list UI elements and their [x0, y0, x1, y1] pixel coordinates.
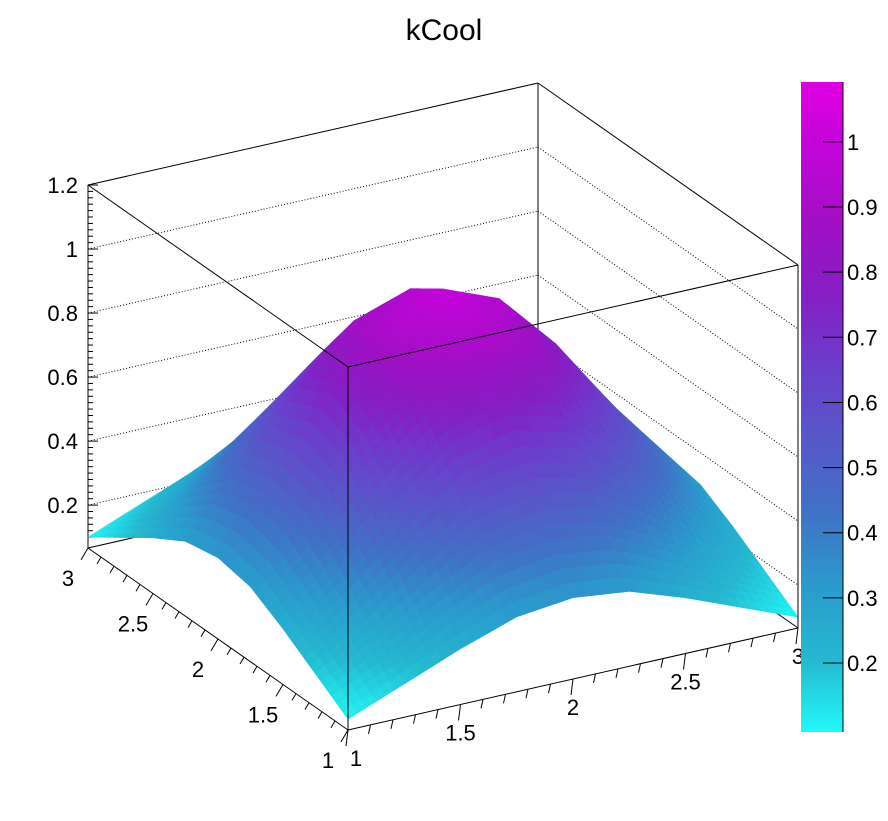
z-tick-label: 1.2: [47, 173, 78, 198]
z-gridline: [537, 146, 799, 330]
surface: [86, 288, 799, 720]
y-axis-tick: [304, 702, 310, 710]
x-axis-tick: [750, 638, 754, 648]
x-axis-tick: [638, 663, 641, 673]
x-tick-label: 1: [350, 746, 362, 771]
x-axis-tick: [593, 673, 596, 684]
z-gridline: [87, 210, 539, 314]
y-tick-label: 2: [192, 657, 204, 682]
y-axis-tick: [161, 602, 167, 610]
x-axis-tick: [615, 668, 619, 678]
x-axis-tick: [773, 632, 776, 643]
y-axis-tick: [80, 547, 89, 561]
y-axis-tick: [174, 611, 180, 619]
x-axis-tick: [480, 699, 484, 709]
y-axis-tick: [252, 666, 258, 674]
z-tick-label: 0.6: [47, 365, 78, 390]
y-axis-tick: [291, 693, 297, 701]
z-tick-label: 1: [66, 237, 78, 262]
y-axis-tick: [145, 593, 154, 606]
x-axis-tick: [548, 683, 551, 694]
x-axis-tick: [683, 653, 686, 670]
box-edge: [87, 82, 539, 186]
colorbar-tick-label: 0.7: [847, 325, 878, 350]
y-axis-tick: [239, 656, 245, 665]
x-axis-tick: [705, 648, 709, 658]
colorbar-tick-label: 0.2: [847, 651, 878, 676]
colorbar-tick-label: 0.6: [847, 390, 878, 415]
x-axis-tick: [458, 704, 461, 721]
y-axis-tick: [135, 584, 141, 592]
z-gridline: [537, 274, 799, 458]
colorbar-tick-label: 0.5: [847, 456, 878, 481]
x-axis-tick: [413, 714, 416, 724]
colorbar-tick-label: 0.4: [847, 521, 878, 546]
x-axis-tick: [503, 694, 506, 704]
y-axis-tick: [122, 575, 128, 583]
color-palette-bar: 0.2 0.3 0.4 0.5 0.6 0.7 0.8 0.9 1: [801, 82, 878, 732]
z-gridline: [537, 402, 799, 586]
colorbar-tick-label: 0.9: [847, 195, 878, 220]
x-axis-tick: [795, 627, 799, 645]
y-tick-label: 1: [322, 748, 334, 773]
colorbar-tick-label: 1: [847, 130, 859, 155]
x-axis-tick: [525, 689, 529, 699]
x-axis-tick: [660, 658, 664, 668]
x-axis-tick: [728, 643, 731, 653]
colorbar-tick-label: 0.8: [847, 260, 878, 285]
y-axis-tick: [187, 620, 193, 628]
x-tick-label: 2.5: [670, 670, 701, 695]
x-tick-label: 2: [567, 695, 579, 720]
y-tick-label: 2.5: [118, 612, 149, 637]
z-gridline: [87, 146, 539, 250]
y-tick-label: 3: [62, 566, 74, 591]
z-tick-label: 0.2: [47, 493, 78, 518]
box-edge: [347, 264, 799, 368]
z-gridline: [537, 338, 799, 522]
box-edge: [87, 184, 349, 368]
colorbar-gradient: [801, 82, 843, 732]
y-tick-label: 1.5: [248, 703, 279, 728]
y-axis-tick: [210, 638, 219, 652]
y-axis-tick: [109, 565, 115, 574]
y-axis-tick: [265, 675, 271, 683]
x-axis-tick: [345, 729, 349, 747]
z-tick-label: 0.4: [47, 429, 78, 454]
x-axis-tick: [570, 678, 574, 696]
z-tick-label: 0.8: [47, 301, 78, 326]
z-gridline: [537, 210, 799, 394]
chart-title: kCool: [406, 14, 483, 47]
y-axis-tick: [200, 629, 206, 637]
y-axis-tick: [340, 729, 349, 743]
y-axis-tick: [330, 720, 336, 728]
y-axis-tick: [317, 711, 323, 719]
y-axis-tick: [96, 556, 102, 565]
x-axis-tick: [435, 709, 439, 719]
x-axis-tick: [390, 719, 394, 729]
z-gridline: [87, 274, 539, 378]
colorbar-tick-label: 0.3: [847, 586, 878, 611]
y-axis-tick: [275, 684, 284, 697]
x-tick-label: 1.5: [445, 721, 476, 746]
box-edge: [537, 82, 799, 266]
x-axis-tick: [368, 724, 371, 735]
y-axis-tick: [226, 647, 232, 656]
surface-cell: [342, 705, 358, 720]
